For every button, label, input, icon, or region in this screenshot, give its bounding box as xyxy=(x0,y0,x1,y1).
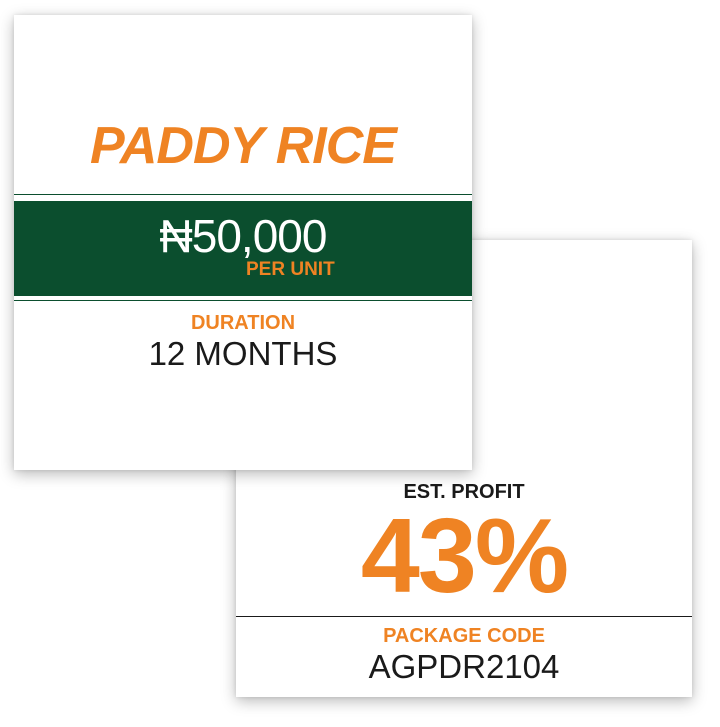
package-code-label: PACKAGE CODE xyxy=(383,625,545,647)
code-divider xyxy=(236,616,692,617)
package-code-value: AGPDR2104 xyxy=(368,648,560,685)
product-title: PADDY RICE xyxy=(90,117,397,175)
profit-value: 43% xyxy=(360,497,569,615)
duration-value: 12 MONTHS xyxy=(148,335,338,372)
bottom-divider xyxy=(14,300,472,301)
price-unit-label: PER UNIT xyxy=(246,259,335,280)
profit-label: EST. PROFIT xyxy=(403,481,525,503)
product-card-front: PADDY RICE ₦50,000 PER UNIT DURATION 12 … xyxy=(14,15,472,470)
duration-label: DURATION xyxy=(190,312,296,334)
price-band: ₦50,000 PER UNIT xyxy=(14,201,472,296)
price-value: ₦50,000 xyxy=(159,210,328,262)
top-divider xyxy=(14,194,472,195)
